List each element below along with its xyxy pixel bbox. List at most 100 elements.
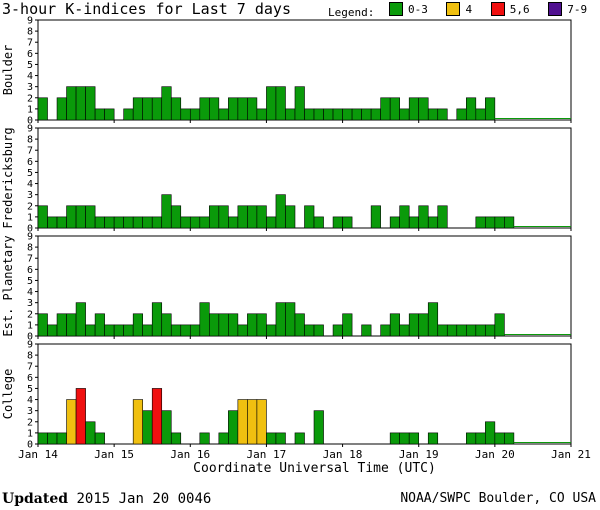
legend-text: 4: [465, 2, 473, 16]
x-tick-label: Jan 20: [475, 448, 515, 461]
k-index-bar: [494, 216, 505, 229]
k-index-bar: [332, 216, 343, 229]
k-index-bar: [380, 324, 391, 337]
k-index-bar: [427, 108, 439, 121]
k-index-bar: [142, 324, 153, 337]
k-index-bar: [37, 432, 48, 445]
k-index-bar: [418, 205, 429, 229]
k-index-bar: [418, 313, 429, 337]
k-index-bar: [123, 324, 134, 337]
k-index-bar: [47, 216, 58, 229]
credit-text: NOAA/SWPC Boulder, CO USA: [400, 491, 596, 506]
k-index-bar: [304, 324, 315, 337]
k-index-bar: [370, 108, 381, 121]
k-index-bar: [94, 313, 105, 337]
k-index-bar: [494, 432, 505, 445]
k-index-bar: [151, 302, 163, 337]
panel-station-label: Boulder: [1, 45, 15, 96]
y-tick-label: 4: [27, 287, 33, 298]
k-index-bar: [94, 108, 105, 121]
panel-frame: [37, 343, 572, 445]
x-tick-label: Jan 21: [551, 448, 591, 461]
k-index-bar: [123, 216, 134, 229]
y-tick-label: 4: [27, 179, 33, 190]
x-tick-label: Jan 19: [399, 448, 439, 461]
legend-swatch-green: [388, 2, 403, 16]
k-index-bar: [228, 313, 239, 337]
k-index-bar: [399, 205, 410, 229]
x-tick-label: Jan 17: [247, 448, 287, 461]
k-index-bar: [437, 108, 448, 121]
k-index-bar: [47, 324, 58, 337]
k-index-bar: [275, 302, 286, 337]
k-index-bar: [285, 302, 296, 337]
k-index-bar: [304, 205, 315, 229]
k-index-bar: [228, 410, 239, 445]
k-index-bar: [237, 399, 248, 445]
k-index-bar: [180, 324, 191, 337]
k-index-bar: [170, 432, 182, 445]
panel-station-label: Est. Planetary: [1, 235, 15, 336]
k-index-bar: [389, 432, 400, 445]
k-index-bar: [408, 432, 420, 445]
k-index-bar: [275, 86, 286, 121]
k-index-bar: [199, 97, 210, 121]
y-tick-label: 2: [27, 201, 33, 212]
k-index-bar: [475, 108, 486, 121]
k-index-bar: [199, 216, 210, 229]
k-index-bar: [170, 324, 182, 337]
k-index-bar: [475, 432, 486, 445]
y-tick-label: 2: [27, 309, 33, 320]
y-tick-label: 7: [27, 254, 33, 265]
k-index-bar: [161, 86, 172, 121]
y-tick-label: 2: [27, 417, 33, 428]
legend-item-4: 4: [446, 2, 472, 16]
k-index-bar: [256, 399, 267, 445]
y-tick-label: 8: [27, 351, 33, 362]
k-index-bar: [399, 324, 410, 337]
k-index-bar: [199, 432, 210, 445]
k-index-bar: [228, 216, 239, 229]
updated-value: 2015 Jan 20 0046: [76, 491, 212, 507]
y-tick-label: 4: [27, 71, 33, 82]
k-index-bar: [94, 432, 105, 445]
k-index-bar: [56, 432, 67, 445]
k-index-bar: [389, 97, 400, 121]
k-index-bar: [437, 324, 448, 337]
y-tick-label: 9: [27, 340, 33, 351]
k-index-bar: [285, 108, 296, 121]
k-index-bar: [209, 97, 220, 121]
k-index-bar: [75, 205, 86, 229]
k-index-bar: [437, 205, 448, 229]
panel-station-label: Fredericksburg: [1, 127, 15, 228]
k-index-bar: [466, 324, 477, 337]
k-index-bar: [161, 194, 172, 229]
k-index-bar: [228, 97, 239, 121]
y-tick-label: 8: [27, 135, 33, 146]
k-index-bar: [104, 108, 115, 121]
k-index-bar: [237, 205, 248, 229]
k-index-bar: [142, 97, 153, 121]
legend-text: 0-3: [407, 2, 428, 16]
k-index-bar: [151, 216, 163, 229]
k-index-bar: [313, 108, 324, 121]
y-tick-label: 8: [27, 243, 33, 254]
k-index-bar: [370, 205, 381, 229]
k-index-bar: [56, 97, 67, 121]
k-index-bar: [247, 313, 258, 337]
chart-title: 3-hour K-indices for Last 7 days: [2, 0, 291, 18]
updated-timestamp: Updated 2015 Jan 20 0046: [2, 491, 211, 507]
k-index-bar: [475, 324, 486, 337]
y-tick-label: 7: [27, 146, 33, 157]
k-index-bar: [189, 108, 201, 121]
k-index-bar: [418, 97, 429, 121]
y-tick-label: 3: [27, 82, 33, 93]
k-index-bar: [66, 399, 77, 445]
y-tick-label: 6: [27, 373, 33, 384]
k-index-bar: [294, 313, 305, 337]
k-index-bar: [237, 324, 248, 337]
y-tick-label: 5: [27, 384, 33, 395]
k-index-bar: [37, 97, 48, 121]
x-tick-label: Jan 18: [323, 448, 363, 461]
y-tick-label: 1: [27, 104, 33, 115]
